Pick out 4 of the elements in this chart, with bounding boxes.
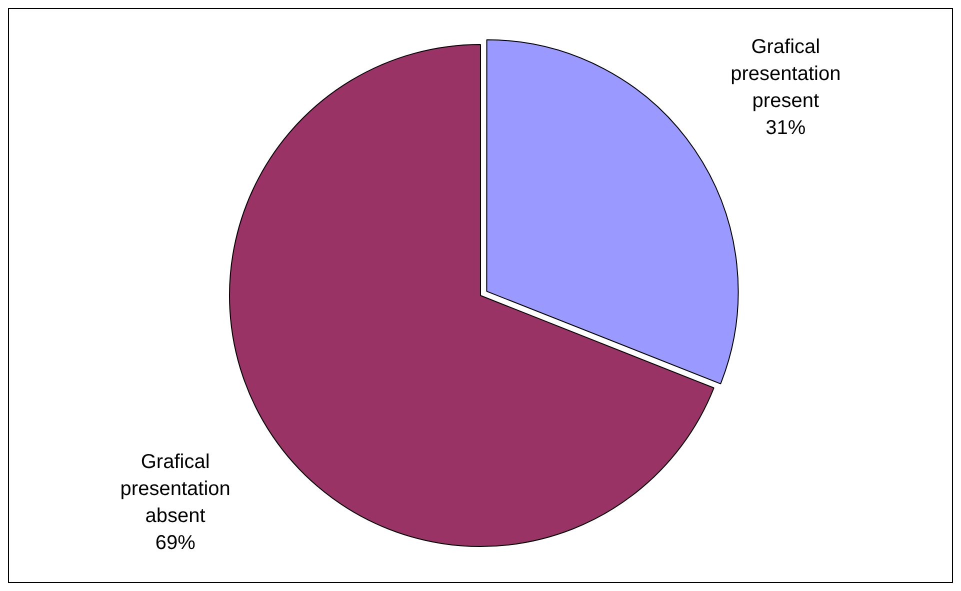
data-label: 69% — [155, 532, 196, 554]
slice-label: Grafical presentation absent — [120, 450, 230, 527]
slice-label: Grafical presentation present — [730, 36, 841, 112]
data-label: 31% — [766, 117, 806, 140]
